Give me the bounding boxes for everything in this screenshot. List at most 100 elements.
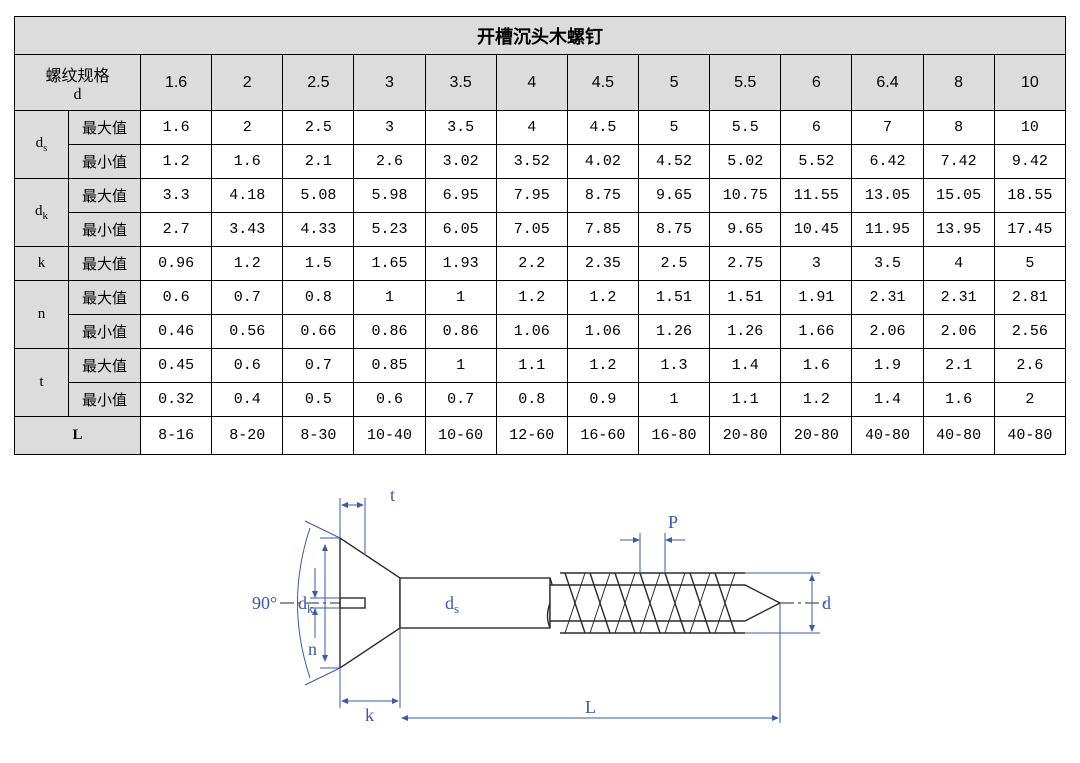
row-L: L 8-168-208-3010-4010-6012-6016-6016-802…	[15, 417, 1066, 455]
title-row: 开槽沉头木螺钉	[15, 17, 1066, 55]
data-cell: 1.2	[781, 383, 852, 417]
data-cell: 12-60	[496, 417, 567, 455]
data-cell: 1.4	[852, 383, 923, 417]
data-cell: 7.95	[496, 179, 567, 213]
data-cell: 10-60	[425, 417, 496, 455]
data-cell: 5.08	[283, 179, 354, 213]
data-cell: 20-80	[710, 417, 781, 455]
label-t: t	[390, 485, 395, 505]
data-cell: 20-80	[781, 417, 852, 455]
param-L: L	[15, 417, 141, 455]
data-cell: 1	[425, 349, 496, 383]
data-cell: 2.35	[567, 247, 638, 281]
row-t-min: 最小值 0.320.40.50.60.70.80.911.11.21.41.62	[15, 383, 1066, 417]
data-cell: 0.7	[283, 349, 354, 383]
data-cell: 4.18	[212, 179, 283, 213]
data-cell: 2.6	[994, 349, 1065, 383]
data-cell: 0.45	[141, 349, 212, 383]
data-cell: 1.6	[781, 349, 852, 383]
data-cell: 3	[781, 247, 852, 281]
data-cell: 1.1	[710, 383, 781, 417]
data-cell: 9.65	[710, 213, 781, 247]
min-label: 最小值	[69, 383, 141, 417]
data-cell: 1.06	[567, 315, 638, 349]
label-d: d	[822, 593, 831, 613]
data-cell: 1.26	[710, 315, 781, 349]
max-label: 最大值	[69, 281, 141, 315]
size-col: 2	[212, 55, 283, 111]
size-col: 8	[923, 55, 994, 111]
data-cell: 1.5	[283, 247, 354, 281]
row-t-max: t 最大值 0.450.60.70.8511.11.21.31.41.61.92…	[15, 349, 1066, 383]
data-cell: 18.55	[994, 179, 1065, 213]
thread-spec-label-1: 螺纹规格	[15, 62, 140, 86]
data-cell: 0.8	[496, 383, 567, 417]
table-title: 开槽沉头木螺钉	[15, 17, 1066, 55]
max-label: 最大值	[69, 111, 141, 145]
size-col: 10	[994, 55, 1065, 111]
data-cell: 1.1	[496, 349, 567, 383]
data-cell: 1.6	[141, 111, 212, 145]
data-cell: 5	[994, 247, 1065, 281]
min-label: 最小值	[69, 315, 141, 349]
data-cell: 0.86	[354, 315, 425, 349]
data-cell: 1.65	[354, 247, 425, 281]
data-cell: 1.93	[425, 247, 496, 281]
data-cell: 10-40	[354, 417, 425, 455]
thread-spec-label-2: d	[15, 86, 140, 104]
data-cell: 11.55	[781, 179, 852, 213]
data-cell: 6	[781, 111, 852, 145]
data-cell: 16-60	[567, 417, 638, 455]
size-col: 4.5	[567, 55, 638, 111]
data-cell: 4.02	[567, 145, 638, 179]
thread-spec-header: 螺纹规格 d	[15, 55, 141, 111]
data-cell: 2.1	[923, 349, 994, 383]
data-cell: 1.4	[710, 349, 781, 383]
data-cell: 2.56	[994, 315, 1065, 349]
data-cell: 0.86	[425, 315, 496, 349]
data-cell: 5.52	[781, 145, 852, 179]
data-cell: 15.05	[923, 179, 994, 213]
data-cell: 1.26	[638, 315, 709, 349]
data-cell: 8-16	[141, 417, 212, 455]
data-cell: 2.06	[852, 315, 923, 349]
data-cell: 6.42	[852, 145, 923, 179]
data-cell: 1.9	[852, 349, 923, 383]
param-dk: dk	[15, 179, 69, 247]
data-cell: 3.43	[212, 213, 283, 247]
data-cell: 5.23	[354, 213, 425, 247]
max-label: 最大值	[69, 247, 141, 281]
data-cell: 1.51	[710, 281, 781, 315]
data-cell: 2.75	[710, 247, 781, 281]
data-cell: 5.02	[710, 145, 781, 179]
screw-diagram: 90° dk n t k ds L P d	[14, 473, 1066, 733]
row-dk-min: 最小值 2.73.434.335.236.057.057.858.759.651…	[15, 213, 1066, 247]
size-col: 3	[354, 55, 425, 111]
data-cell: 3.3	[141, 179, 212, 213]
min-label: 最小值	[69, 213, 141, 247]
data-cell: 5	[638, 111, 709, 145]
data-cell: 2	[212, 111, 283, 145]
data-cell: 8-30	[283, 417, 354, 455]
data-cell: 2.5	[283, 111, 354, 145]
data-cell: 16-80	[638, 417, 709, 455]
size-col: 1.6	[141, 55, 212, 111]
data-cell: 2.31	[852, 281, 923, 315]
data-cell: 5.98	[354, 179, 425, 213]
data-cell: 10.75	[710, 179, 781, 213]
data-cell: 13.95	[923, 213, 994, 247]
data-cell: 2.5	[638, 247, 709, 281]
row-n-min: 最小值 0.460.560.660.860.861.061.061.261.26…	[15, 315, 1066, 349]
data-cell: 3.52	[496, 145, 567, 179]
data-cell: 0.9	[567, 383, 638, 417]
data-cell: 1.2	[141, 145, 212, 179]
label-P: P	[668, 512, 678, 532]
data-cell: 10.45	[781, 213, 852, 247]
data-cell: 0.7	[425, 383, 496, 417]
max-label: 最大值	[69, 179, 141, 213]
data-cell: 1	[425, 281, 496, 315]
label-k: k	[365, 705, 374, 725]
data-cell: 2.31	[923, 281, 994, 315]
data-cell: 1.6	[923, 383, 994, 417]
screw-svg: 90° dk n t k ds L P d	[190, 473, 890, 733]
